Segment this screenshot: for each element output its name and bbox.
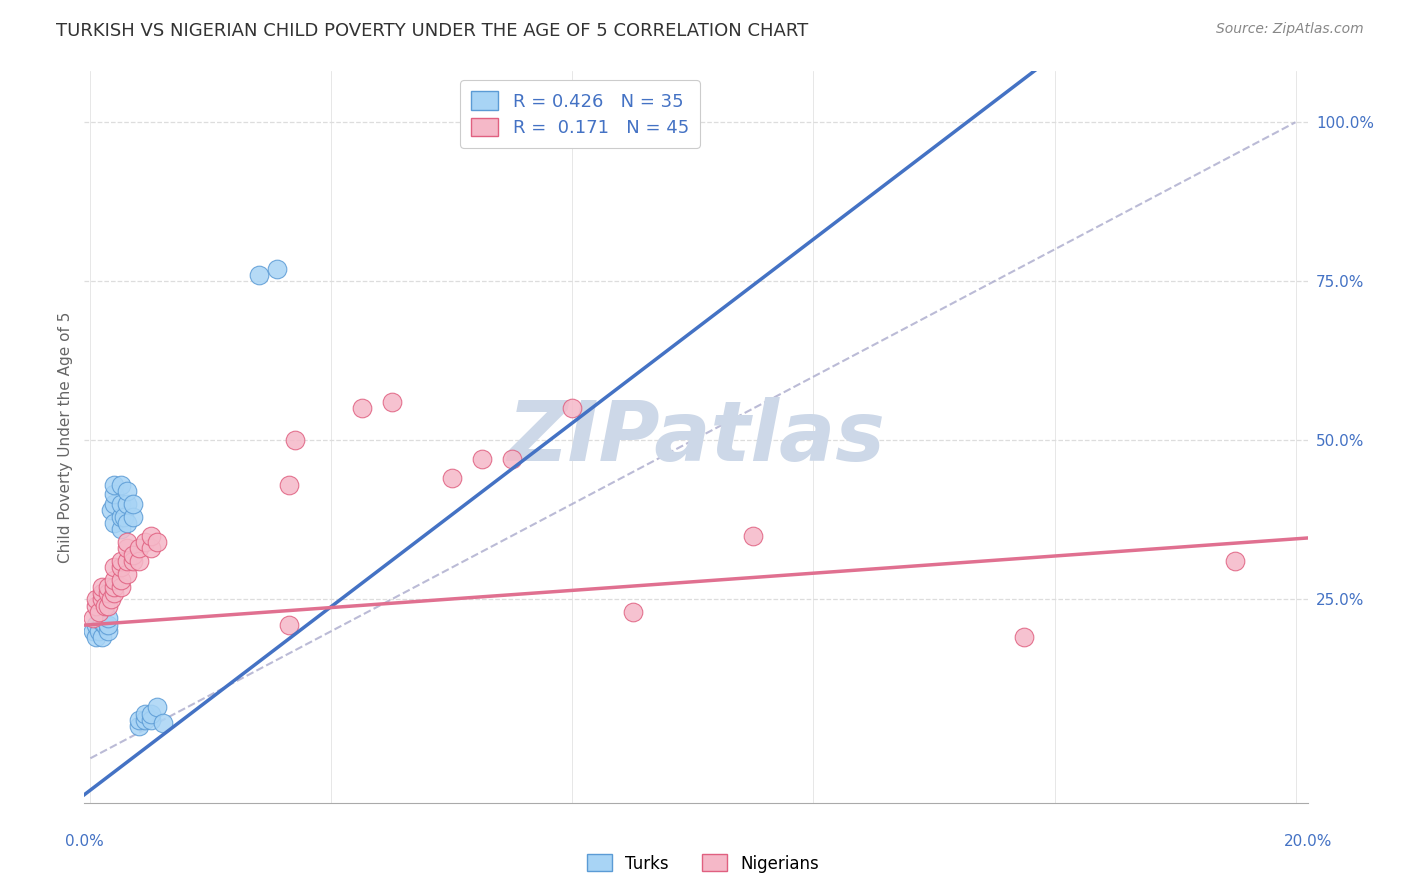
Point <box>266 261 288 276</box>
Point <box>97 599 120 613</box>
Point <box>103 580 125 594</box>
Legend: R = 0.426   N = 35, R =  0.171   N = 45: R = 0.426 N = 35, R = 0.171 N = 45 <box>460 80 700 148</box>
Point <box>110 560 132 574</box>
Point <box>134 535 156 549</box>
Point <box>112 509 135 524</box>
Point <box>110 477 132 491</box>
Point <box>86 617 108 632</box>
Point <box>110 522 132 536</box>
Point <box>115 566 138 581</box>
Point <box>103 477 125 491</box>
Point <box>1014 631 1036 645</box>
Point <box>94 617 117 632</box>
Point <box>100 592 122 607</box>
Point <box>128 541 150 556</box>
Point <box>561 401 583 416</box>
Point <box>91 592 114 607</box>
Point <box>742 529 765 543</box>
Point <box>91 580 114 594</box>
Point <box>82 624 104 638</box>
Point <box>91 586 114 600</box>
Point <box>278 477 301 491</box>
Point <box>91 615 114 629</box>
Point <box>103 586 125 600</box>
Text: 20.0%: 20.0% <box>1284 834 1331 849</box>
Point <box>103 497 125 511</box>
Point <box>103 516 125 530</box>
Point <box>103 560 125 574</box>
Point <box>1225 554 1247 568</box>
Point <box>100 503 122 517</box>
Point <box>89 624 111 638</box>
Text: 0.0%: 0.0% <box>65 834 104 849</box>
Point <box>471 452 494 467</box>
Point <box>145 700 167 714</box>
Point <box>381 395 404 409</box>
Point <box>115 541 138 556</box>
Point <box>89 605 111 619</box>
Point <box>97 624 120 638</box>
Point <box>103 487 125 501</box>
Point <box>91 631 114 645</box>
Point <box>82 611 104 625</box>
Point <box>134 713 156 727</box>
Point <box>134 706 156 721</box>
Y-axis label: Child Poverty Under the Age of 5: Child Poverty Under the Age of 5 <box>58 311 73 563</box>
Point <box>110 554 132 568</box>
Point <box>121 548 143 562</box>
Point <box>115 484 138 499</box>
Text: Source: ZipAtlas.com: Source: ZipAtlas.com <box>1216 22 1364 37</box>
Point <box>97 611 120 625</box>
Point <box>128 554 150 568</box>
Point <box>145 535 167 549</box>
Point <box>110 497 132 511</box>
Point <box>139 529 162 543</box>
Point <box>115 497 138 511</box>
Point <box>110 580 132 594</box>
Point <box>110 509 132 524</box>
Point <box>139 713 162 727</box>
Point <box>115 554 138 568</box>
Point <box>152 716 174 731</box>
Point <box>128 719 150 733</box>
Point <box>115 516 138 530</box>
Point <box>128 713 150 727</box>
Point <box>97 586 120 600</box>
Point <box>621 605 644 619</box>
Point <box>278 617 301 632</box>
Point <box>97 617 120 632</box>
Text: TURKISH VS NIGERIAN CHILD POVERTY UNDER THE AGE OF 5 CORRELATION CHART: TURKISH VS NIGERIAN CHILD POVERTY UNDER … <box>56 22 808 40</box>
Point <box>121 509 143 524</box>
Point <box>86 592 108 607</box>
Point <box>139 706 162 721</box>
Point <box>121 497 143 511</box>
Point <box>103 573 125 587</box>
Point <box>284 434 307 448</box>
Point <box>501 452 523 467</box>
Point <box>247 268 270 282</box>
Point <box>86 631 108 645</box>
Point <box>97 580 120 594</box>
Point <box>139 541 162 556</box>
Point <box>440 471 463 485</box>
Point <box>121 554 143 568</box>
Point <box>110 573 132 587</box>
Point <box>115 535 138 549</box>
Point <box>94 599 117 613</box>
Legend: Turks, Nigerians: Turks, Nigerians <box>581 847 825 880</box>
Text: ZIPatlas: ZIPatlas <box>508 397 884 477</box>
Point <box>86 599 108 613</box>
Point <box>350 401 373 416</box>
